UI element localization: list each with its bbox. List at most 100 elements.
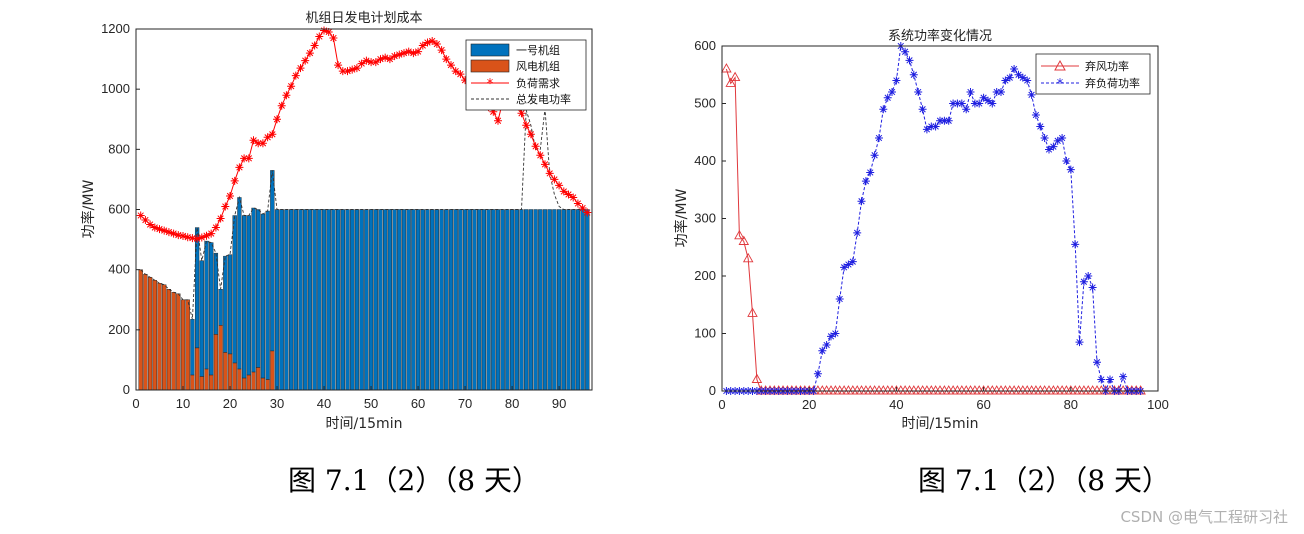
unit1-bar <box>265 210 270 380</box>
right-y-axis-label: 功率/MW <box>673 189 690 248</box>
curtail-load-point <box>813 369 822 378</box>
unit1-bar <box>336 209 341 391</box>
unit1-bar <box>194 227 200 349</box>
unit1-bar <box>448 209 454 391</box>
load-demand-point <box>221 202 230 211</box>
load-demand-point <box>287 82 296 91</box>
load-demand-point <box>183 233 192 242</box>
unit1-bar <box>317 209 322 391</box>
right-y-ticks: 0 100 200 300 400 500 600 <box>694 38 726 398</box>
unit1-bar <box>223 255 228 353</box>
load-demand-point <box>578 204 587 212</box>
load-demand-point <box>141 216 150 224</box>
unit1-bar <box>237 197 242 370</box>
curtail-load-point <box>997 88 1005 96</box>
left-figure-caption: 图 7.1（2）（8 天） <box>288 464 540 497</box>
wind-bar <box>143 273 148 391</box>
unit1-bar <box>204 240 209 370</box>
unit1-bar <box>495 209 501 391</box>
right-chart-title: 系统功率变化情况 <box>888 28 992 44</box>
curtail-load-point <box>979 93 988 102</box>
wind-bar <box>157 283 162 391</box>
curtail-load-point <box>966 88 975 96</box>
left-x-ticks: 0 10 20 30 40 50 60 70 80 90 <box>132 386 566 411</box>
load-demand-point <box>456 70 465 79</box>
load-demand-point <box>381 53 390 62</box>
unit1-bar <box>552 209 557 391</box>
unit1-bar <box>547 209 552 391</box>
curtail-load-point <box>875 134 883 142</box>
right-legend-box <box>1035 53 1151 95</box>
wind-bar <box>171 292 176 391</box>
curtail-wind-point <box>729 71 741 82</box>
unit1-bar <box>519 209 524 391</box>
curtail-load-point <box>866 168 875 177</box>
unit1-bar <box>509 209 515 391</box>
load-demand-point <box>531 142 540 151</box>
wind-bar <box>147 276 153 391</box>
load-demand-point <box>352 64 361 73</box>
load-demand-point <box>230 176 239 185</box>
curtail-load-point <box>1119 372 1128 381</box>
legend-marker-star-blue: * <box>1057 77 1064 92</box>
load-demand-point <box>414 47 423 56</box>
unit1-bar <box>199 260 204 377</box>
left-lines <box>136 26 592 320</box>
unit1-bar <box>401 209 407 391</box>
right-ytick-label: 200 <box>694 268 716 283</box>
wind-bar <box>270 350 275 391</box>
wind-bar <box>162 284 167 391</box>
curtail-load-point <box>1001 76 1010 85</box>
load-demand-point <box>146 220 155 229</box>
unit1-bar <box>430 209 435 391</box>
right-x-ticks: 0 20 40 60 80 100 <box>718 387 1169 412</box>
unit1-bar <box>439 209 444 391</box>
load-demand-point <box>211 223 220 232</box>
load-demand-point <box>329 34 338 42</box>
unit1-bar <box>467 209 472 391</box>
unit1-bar <box>585 209 590 391</box>
unit1-bar <box>411 209 416 391</box>
left-ytick-label: 1200 <box>101 21 130 36</box>
load-demand-point <box>258 139 267 148</box>
curtail-load-point <box>892 76 901 85</box>
unit1-bar <box>387 209 392 391</box>
right-xtick-label: 40 <box>889 397 903 412</box>
curtail-load-point <box>931 122 940 131</box>
unit1-bar <box>256 209 261 368</box>
left-y-ticks: 0 200 400 600 800 1000 1200 <box>101 21 140 397</box>
unit1-bar <box>556 209 562 391</box>
load-demand-point <box>226 192 234 200</box>
load-demand-point <box>263 133 272 142</box>
load-demand-point <box>526 130 535 139</box>
unit1-bar <box>500 209 505 391</box>
curtail-load-point <box>1093 358 1101 367</box>
load-demand-point <box>305 49 314 58</box>
unit1-bar <box>326 209 331 391</box>
wind-bar <box>241 377 247 391</box>
left-xtick-label: 90 <box>552 396 566 411</box>
unit1-bar <box>434 209 439 391</box>
load-demand-point <box>273 115 281 124</box>
right-xtick-label: 20 <box>802 397 816 412</box>
load-demand-point <box>235 163 244 172</box>
right-legend: 弃风功率 * 弃负荷功率 <box>1035 53 1151 95</box>
unit1-bar <box>331 209 336 391</box>
unit1-bar <box>420 209 425 391</box>
load-demand-point <box>583 208 592 217</box>
unit1-bar <box>514 209 519 391</box>
curtail-load-point <box>888 88 896 96</box>
load-demand-point <box>390 52 399 61</box>
load-demand-point <box>207 229 216 238</box>
load-demand-point <box>447 61 455 70</box>
curtail-load-point <box>909 70 918 79</box>
unit1-bar <box>298 209 303 391</box>
unit1-bar <box>293 209 298 391</box>
load-demand-point <box>400 49 408 58</box>
load-demand-point <box>395 50 404 59</box>
curtail-load-point <box>879 105 888 114</box>
curtail-load-point <box>1058 134 1067 142</box>
wind-bar <box>256 367 261 391</box>
curtail-load-point <box>988 99 997 108</box>
load-demand-point <box>343 67 352 76</box>
